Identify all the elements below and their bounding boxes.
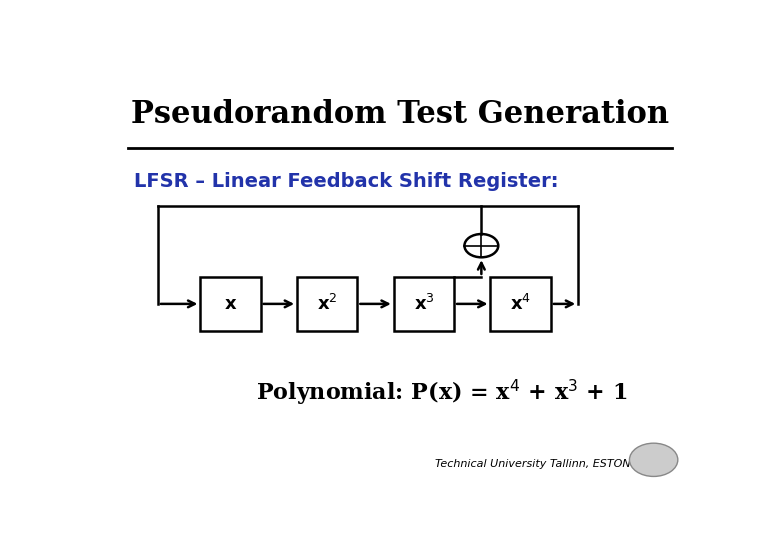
FancyBboxPatch shape [297, 277, 357, 331]
Text: Polynomial: P(x) = x$^4$ + x$^3$ + 1: Polynomial: P(x) = x$^4$ + x$^3$ + 1 [257, 378, 628, 408]
Text: x: x [225, 295, 236, 313]
Text: LFSR – Linear Feedback Shift Register:: LFSR – Linear Feedback Shift Register: [134, 172, 558, 191]
Text: x$^3$: x$^3$ [413, 294, 434, 314]
Text: Technical University Tallinn, ESTONIA: Technical University Tallinn, ESTONIA [435, 459, 642, 469]
Circle shape [629, 443, 678, 476]
Circle shape [464, 234, 498, 258]
Text: x$^2$: x$^2$ [317, 294, 338, 314]
FancyBboxPatch shape [491, 277, 551, 331]
FancyBboxPatch shape [394, 277, 454, 331]
Text: Pseudorandom Test Generation: Pseudorandom Test Generation [131, 99, 668, 130]
FancyBboxPatch shape [200, 277, 261, 331]
Text: x$^4$: x$^4$ [510, 294, 531, 314]
